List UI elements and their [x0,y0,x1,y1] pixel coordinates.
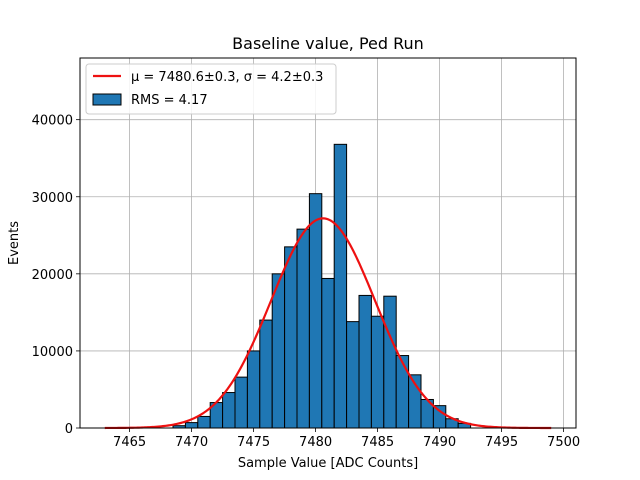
gaussian-fit-curve [104,217,552,430]
y-axis-label: Events [7,221,22,265]
legend: μ = 7480.6±0.3, σ = 4.2±0.3 RMS = 4.17 [85,63,337,115]
y-tick-label: 30000 [32,191,73,206]
y-tick-label: 40000 [32,114,73,129]
histogram-bar [395,355,410,429]
histogram-bar [284,246,298,429]
x-tick-label: 7480 [299,435,332,450]
x-tick-label: 7475 [237,435,270,450]
x-axis-label: Sample Value [ADC Counts] [238,456,418,471]
histogram-bar [358,294,372,429]
x-tick-label: 7470 [175,435,208,450]
chart-title: Baseline value, Ped Run [232,34,424,53]
histogram-bar [296,228,310,429]
y-tick-label: 10000 [32,345,73,360]
x-tick-label: 7465 [113,435,146,450]
histogram-bar [333,143,348,429]
axis-ticks: 7465 7470 7475 7480 7485 7490 7495 7500 0 10000 20… [32,114,581,450]
x-tick-label: 7500 [547,435,580,450]
histogram-bar [234,376,248,429]
histogram-bar [259,319,273,429]
histogram-bar [370,315,385,429]
histogram-bar [346,321,360,429]
legend-hist-label: RMS = 4.17 [131,93,208,108]
y-tick-label: 0 [65,422,73,437]
histogram-bar [184,422,199,429]
x-tick-label: 7485 [361,435,394,450]
x-tick-label: 7495 [485,435,518,450]
histogram-bar [383,295,397,429]
x-tick-label: 7490 [423,435,456,450]
histogram-bar [222,392,236,429]
plot-area-frame [79,57,577,429]
legend-fit-label: μ = 7480.6±0.3, σ = 4.2±0.3 [131,70,323,85]
legend-box [85,63,337,115]
histogram-bar [246,350,261,429]
y-tick-label: 20000 [32,268,73,283]
histogram-bar [271,273,286,429]
histogram-bar [197,415,211,429]
legend-hist-swatch [92,93,122,106]
histogram-bar [321,277,335,429]
histogram-bar [308,193,323,429]
histogram-bar [432,405,447,429]
